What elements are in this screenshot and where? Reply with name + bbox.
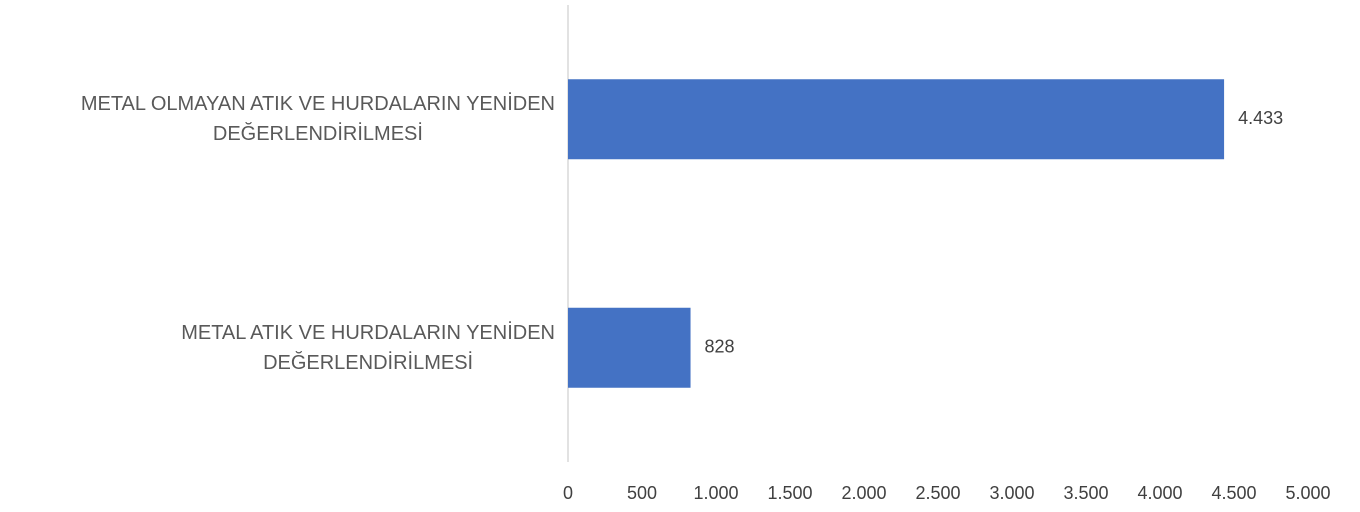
x-tick-label: 2.500	[915, 483, 960, 503]
bar	[568, 79, 1225, 160]
bar	[568, 307, 691, 388]
x-tick-label: 3.000	[989, 483, 1034, 503]
y-tick-label: METAL ATIK VE HURDALARIN YENİDEN DEĞERLE…	[181, 321, 555, 374]
y-tick-label: METAL OLMAYAN ATIK VE HURDALARIN YENİDEN…	[80, 93, 555, 146]
x-tick-label: 1.500	[767, 483, 812, 503]
value-label: 828	[705, 337, 735, 357]
value-label: 4.433	[1238, 108, 1283, 128]
x-tick-label: 500	[627, 483, 657, 503]
x-tick-label: 4.000	[1137, 483, 1182, 503]
x-tick-label: 3.500	[1063, 483, 1108, 503]
x-tick-label: 1.000	[693, 483, 738, 503]
x-tick-label: 4.500	[1211, 483, 1256, 503]
x-tick-label: 0	[563, 483, 573, 503]
x-tick-label: 5.000	[1285, 483, 1330, 503]
x-tick-label: 2.000	[841, 483, 886, 503]
